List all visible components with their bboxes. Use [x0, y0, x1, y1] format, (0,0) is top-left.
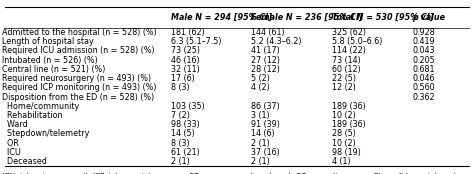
Text: 181 (62): 181 (62): [171, 28, 204, 37]
Text: 17 (6): 17 (6): [171, 74, 194, 83]
Text: 0.419: 0.419: [412, 37, 435, 46]
Text: 0.046: 0.046: [412, 74, 435, 83]
Text: 189 (36): 189 (36): [332, 102, 365, 111]
Text: 114 (22): 114 (22): [332, 46, 365, 55]
Text: 91 (39): 91 (39): [251, 120, 280, 129]
Text: 12 (2): 12 (2): [332, 83, 356, 92]
Text: Required ICU admission (n = 528) (%): Required ICU admission (n = 528) (%): [2, 46, 155, 55]
Text: 98 (33): 98 (33): [171, 120, 200, 129]
Text: 3 (1): 3 (1): [251, 111, 270, 120]
Text: 4 (2): 4 (2): [251, 83, 270, 92]
Text: Required neurosurgery (n = 493) (%): Required neurosurgery (n = 493) (%): [2, 74, 152, 83]
Text: OR: OR: [2, 139, 19, 148]
Text: 27 (12): 27 (12): [251, 56, 280, 65]
Text: Central line (n = 521) (%): Central line (n = 521) (%): [2, 65, 106, 74]
Text: 5 (2): 5 (2): [251, 74, 270, 83]
Text: Female N = 236 [95% CI]: Female N = 236 [95% CI]: [251, 13, 363, 22]
Text: 8 (3): 8 (3): [171, 83, 189, 92]
Text: 2 (1): 2 (1): [251, 157, 270, 166]
Text: Total N = 530 [95% CI]: Total N = 530 [95% CI]: [332, 13, 433, 22]
Text: 144 (61): 144 (61): [251, 28, 285, 37]
Text: Rehabilitation: Rehabilitation: [2, 111, 63, 120]
Text: 0.560: 0.560: [412, 83, 435, 92]
Text: 73 (14): 73 (14): [332, 56, 361, 65]
Text: 98 (19): 98 (19): [332, 148, 361, 157]
Text: Home/community: Home/community: [2, 102, 80, 111]
Text: 86 (37): 86 (37): [251, 102, 280, 111]
Text: Admitted to the hospital (n = 528) (%): Admitted to the hospital (n = 528) (%): [2, 28, 157, 37]
Text: 103 (35): 103 (35): [171, 102, 204, 111]
Text: 37 (16): 37 (16): [251, 148, 280, 157]
Text: 14 (5): 14 (5): [171, 129, 194, 138]
Text: Deceased: Deceased: [2, 157, 47, 166]
Text: Intubated (n = 526) (%): Intubated (n = 526) (%): [2, 56, 98, 65]
Text: 7 (2): 7 (2): [171, 111, 190, 120]
Text: 0.043: 0.043: [412, 46, 435, 55]
Text: 28 (12): 28 (12): [251, 65, 280, 74]
Text: 0.205: 0.205: [412, 56, 435, 65]
Text: Male N = 294 [95% CI]: Male N = 294 [95% CI]: [171, 13, 272, 22]
Text: 5.8 (5.0–6.6): 5.8 (5.0–6.6): [332, 37, 382, 46]
Text: 61 (21): 61 (21): [171, 148, 200, 157]
Text: 22 (5): 22 (5): [332, 74, 356, 83]
Text: Required ICP monitoring (n = 493) (%): Required ICP monitoring (n = 493) (%): [2, 83, 157, 92]
Text: 2 (1): 2 (1): [251, 139, 270, 148]
Text: 73 (25): 73 (25): [171, 46, 200, 55]
Text: ICU: ICU: [2, 148, 21, 157]
Text: 4 (1): 4 (1): [332, 157, 350, 166]
Text: p value: p value: [412, 13, 446, 22]
Text: Stepdown/telemetry: Stepdown/telemetry: [2, 129, 90, 138]
Text: 41 (17): 41 (17): [251, 46, 280, 55]
Text: Ward: Ward: [2, 120, 28, 129]
Text: 6.3 (5.1–7.5): 6.3 (5.1–7.5): [171, 37, 221, 46]
Text: 0.362: 0.362: [412, 93, 435, 101]
Text: 5.2 (4.3–6.2): 5.2 (4.3–6.2): [251, 37, 302, 46]
Text: 0.928: 0.928: [412, 28, 435, 37]
Text: 60 (12): 60 (12): [332, 65, 361, 74]
Text: 10 (2): 10 (2): [332, 139, 356, 148]
Text: ICU, intensive care unit; ICP, intracranial pressure; ED, emergency department; : ICU, intensive care unit; ICP, intracran…: [2, 173, 458, 174]
Text: 14 (6): 14 (6): [251, 129, 275, 138]
Text: 32 (11): 32 (11): [171, 65, 200, 74]
Text: 46 (16): 46 (16): [171, 56, 199, 65]
Text: Disposition from the ED (n = 528) (%): Disposition from the ED (n = 528) (%): [2, 93, 155, 101]
Text: 2 (1): 2 (1): [171, 157, 190, 166]
Text: 10 (2): 10 (2): [332, 111, 356, 120]
Text: 8 (3): 8 (3): [171, 139, 189, 148]
Text: 325 (62): 325 (62): [332, 28, 366, 37]
Text: 0.681: 0.681: [412, 65, 435, 74]
Text: 189 (36): 189 (36): [332, 120, 365, 129]
Text: Length of hospital stay: Length of hospital stay: [2, 37, 94, 46]
Text: 28 (5): 28 (5): [332, 129, 356, 138]
